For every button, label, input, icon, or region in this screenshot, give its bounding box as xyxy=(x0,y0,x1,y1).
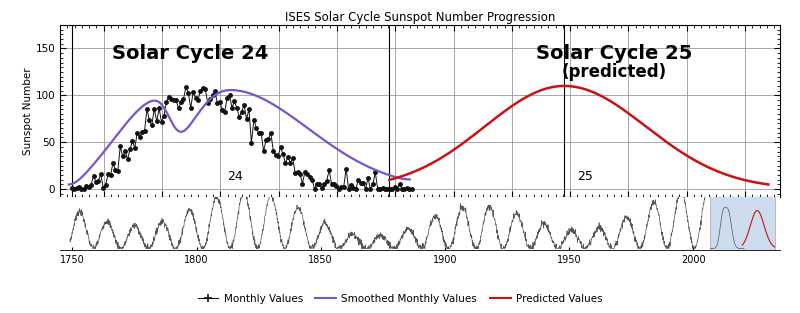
Text: 25: 25 xyxy=(577,170,593,183)
Bar xyxy=(710,72,775,258)
Y-axis label: Sunspot Number: Sunspot Number xyxy=(22,67,33,155)
Text: Solar Cycle 24: Solar Cycle 24 xyxy=(113,44,269,63)
Text: (predicted): (predicted) xyxy=(562,63,666,80)
Text: 24: 24 xyxy=(227,170,242,183)
Title: ISES Solar Cycle Sunspot Number Progression: ISES Solar Cycle Sunspot Number Progress… xyxy=(285,11,555,24)
Text: Solar Cycle 25: Solar Cycle 25 xyxy=(536,44,692,63)
Legend: Monthly Values, Smoothed Monthly Values, Predicted Values: Monthly Values, Smoothed Monthly Values,… xyxy=(194,290,606,308)
